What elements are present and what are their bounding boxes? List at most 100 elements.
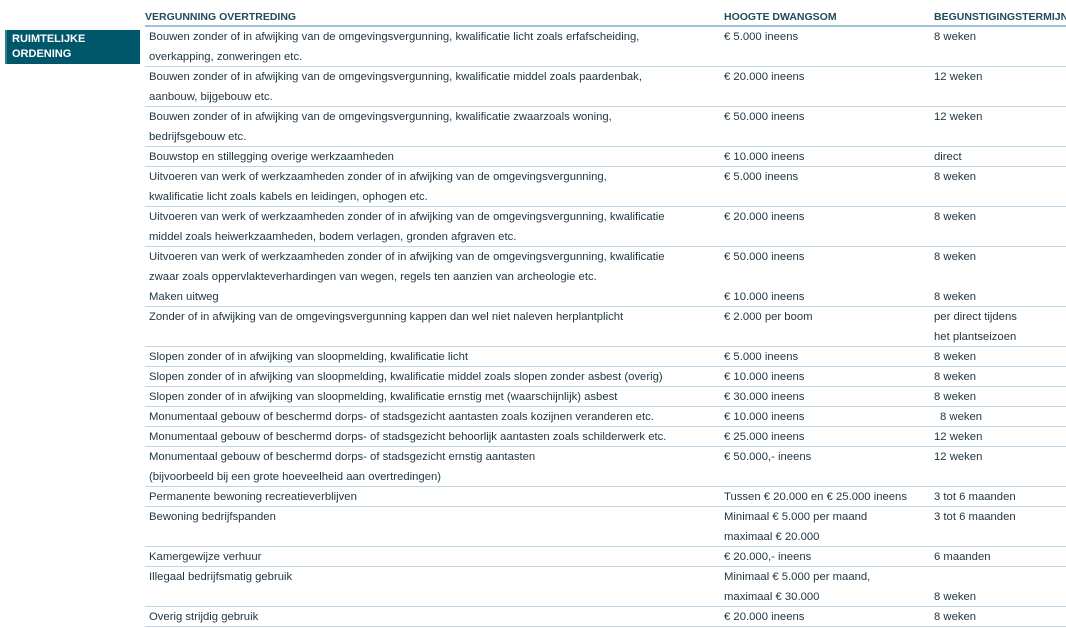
amount-cell: € 50.000,- ineens <box>724 447 811 467</box>
amount-cell: € 5.000 ineens <box>724 347 798 367</box>
term-cell-line: 8 weken <box>934 251 977 263</box>
violation-cell: Slopen zonder of in afwijking van sloopm… <box>149 367 663 387</box>
amount-cell-line: € 30.000 ineens <box>724 391 805 403</box>
table-row: Uitvoeren van werk of werkzaamheden zond… <box>145 247 1066 307</box>
term-cell-line: 3 tot 6 maanden <box>934 491 1016 503</box>
amount-cell-line: € 20.000 ineens <box>724 71 805 83</box>
term-cell-line <box>934 267 976 287</box>
table-row: Uitvoeren van werk of werkzaamheden zond… <box>145 167 1066 207</box>
table-row: Monumentaal gebouw of beschermd dorps- o… <box>145 447 1066 487</box>
violation-cell-line: overkapping, zonweringen etc. <box>149 51 303 63</box>
term-cell: 3 tot 6 maanden <box>934 487 1016 507</box>
violation-cell-line: Bouwen zonder of in afwijking van de omg… <box>149 31 640 43</box>
table-row: Monumentaal gebouw of beschermd dorps- o… <box>145 427 1066 447</box>
term-cell-line: 8 weken <box>934 391 977 403</box>
term-cell-line: 8 weken <box>934 351 977 363</box>
term-cell-line: 8 weken <box>934 611 977 623</box>
amount-cell: € 20.000 ineens <box>724 207 804 227</box>
violation-cell: Slopen zonder of in afwijking van sloopm… <box>149 387 617 407</box>
table-header: VERGUNNING OVERTREDING HOOGTE DWANGSOM B… <box>145 0 1066 27</box>
violation-cell-line: kwalificatie licht zoals kabels en leidi… <box>149 191 428 203</box>
term-cell: 8 weken <box>934 367 976 387</box>
table-row: Illegaal bedrijfsmatig gebruik Minimaal €… <box>145 567 1066 607</box>
term-cell: 12 weken <box>934 427 982 447</box>
violation-cell-line: Bewoning bedrijfspanden <box>149 511 276 523</box>
table-row: Uitvoeren van werk of werkzaamheden zond… <box>145 207 1066 247</box>
term-cell: 8 weken 8 weken <box>934 247 976 307</box>
amount-cell: € 20.000,- ineens <box>724 547 811 567</box>
table-row: Overig strijdig gebruik € 20.000 ineens 8 … <box>145 607 1066 627</box>
category-line-1: RUIMTELIJKE ORDENING <box>12 33 86 60</box>
table-row: Slopen zonder of in afwijking van sloopm… <box>145 367 1066 387</box>
term-cell: 8 weken <box>934 567 976 607</box>
term-cell-line: per direct tijdens <box>934 311 1017 323</box>
violation-cell-line: aanbouw, bijgebouw etc. <box>149 91 273 103</box>
term-cell-line: 8 weken <box>934 291 977 303</box>
term-cell-line: 6 maanden <box>934 551 991 563</box>
violation-cell-line: Illegaal bedrijfsmatig gebruik <box>149 571 293 583</box>
amount-cell-line: € 25.000 ineens <box>724 431 805 443</box>
violation-cell-line: Bouwstop en stillegging overige werkzaam… <box>149 151 394 163</box>
amount-cell-line: € 2.000 per boom <box>724 311 813 323</box>
violation-cell: Kamergewijze verhuur <box>149 547 261 567</box>
table-row: Bouwstop en stillegging overige werkzaam… <box>145 147 1066 167</box>
term-cell-line: het plantseizoen <box>934 331 1017 343</box>
violation-cell-line: Maken uitweg <box>149 291 219 303</box>
term-cell-line: 8 weken <box>934 591 977 603</box>
violation-cell: Zonder of in afwijking van de omgevingsv… <box>149 307 623 327</box>
term-cell-line <box>934 567 976 587</box>
amount-cell-line: € 5.000 ineens <box>724 31 799 43</box>
violation-cell: Uitvoeren van werk of werkzaamheden zond… <box>149 167 607 207</box>
amount-cell-line: Minimaal € 5.000 per maand, <box>724 571 871 583</box>
amount-cell: Tussen € 20.000 en € 25.000 ineens <box>724 487 907 507</box>
amount-cell-line: maximaal € 20.000 <box>724 531 820 543</box>
violation-cell-line: Slopen zonder of in afwijking van sloopm… <box>149 351 468 363</box>
term-cell-line: 12 weken <box>934 71 983 83</box>
header-violation: VERGUNNING OVERTREDING <box>145 11 297 23</box>
term-cell-line: 8 weken <box>934 371 977 383</box>
table-row: Zonder of in afwijking van de omgevingsv… <box>145 307 1066 347</box>
amount-cell-line: € 10.000 ineens <box>724 151 805 163</box>
table-row: Bouwen zonder of in afwijking van de omg… <box>145 107 1066 147</box>
table-row: Slopen zonder of in afwijking van sloopm… <box>145 387 1066 407</box>
amount-cell-line: € 10.000 ineens <box>724 371 805 383</box>
term-cell: 3 tot 6 maanden <box>934 507 1016 527</box>
amount-cell-line: Tussen € 20.000 en € 25.000 ineens <box>724 491 907 503</box>
term-cell-line: 8 weken <box>940 411 983 423</box>
table-row: Bouwen zonder of in afwijking van de omg… <box>145 27 1066 67</box>
violation-cell: Monumentaal gebouw of beschermd dorps- o… <box>149 407 654 427</box>
amount-cell-line: € 50.000 ineens <box>724 251 805 263</box>
amount-cell: € 5.000 ineens <box>724 167 798 187</box>
amount-cell: € 10.000 ineens <box>724 147 804 167</box>
term-cell-line: 8 weken <box>934 31 977 43</box>
term-cell-line: direct <box>934 151 962 163</box>
amount-cell: Minimaal € 5.000 per maand, maximaal € 30… <box>724 567 870 607</box>
amount-cell-line: € 20.000 ineens <box>724 611 805 623</box>
header-amount: HOOGTE DWANGSOM <box>724 11 837 23</box>
amount-cell-line: € 5.000 ineens <box>724 351 799 363</box>
term-cell: direct <box>934 147 962 167</box>
term-cell: 8 weken <box>934 407 982 427</box>
term-cell: per direct tijdens het plantseizoen <box>934 307 1017 347</box>
violation-cell-line: middel zoals heiwerkzaamheden, bodem ver… <box>149 231 517 243</box>
amount-cell: € 10.000 ineens <box>724 407 804 427</box>
violation-cell-line: Overig strijdig gebruik <box>149 611 259 623</box>
violation-cell: Bouwstop en stillegging overige werkzaam… <box>149 147 394 167</box>
violation-cell-line: Monumentaal gebouw of beschermd dorps- o… <box>149 411 654 423</box>
amount-cell-line: Minimaal € 5.000 per maand <box>724 511 868 523</box>
violation-cell-line: bedrijfsgebouw etc. <box>149 131 247 143</box>
amount-cell: € 20.000 ineens <box>724 67 804 87</box>
term-cell: 8 weken <box>934 607 976 627</box>
term-cell-line: 12 weken <box>934 451 983 463</box>
violation-cell: Illegaal bedrijfsmatig gebruik <box>149 567 292 587</box>
term-cell: 12 weken <box>934 107 982 127</box>
violation-cell-line: Bouwen zonder of in afwijking van de omg… <box>149 111 612 123</box>
penalty-table: VERGUNNING OVERTREDING HOOGTE DWANGSOM B… <box>145 0 1066 627</box>
amount-cell: € 50.000 ineens <box>724 107 804 127</box>
violation-cell: Monumentaal gebouw of beschermd dorps- o… <box>149 427 666 447</box>
violation-cell-line: Monumentaal gebouw of beschermd dorps- o… <box>149 431 667 443</box>
term-cell-line: 12 weken <box>934 431 983 443</box>
violation-cell-line: Uitvoeren van werk of werkzaamheden zond… <box>149 171 607 183</box>
amount-cell-line: € 50.000,- ineens <box>724 451 812 463</box>
violation-cell-line: Kamergewijze verhuur <box>149 551 262 563</box>
